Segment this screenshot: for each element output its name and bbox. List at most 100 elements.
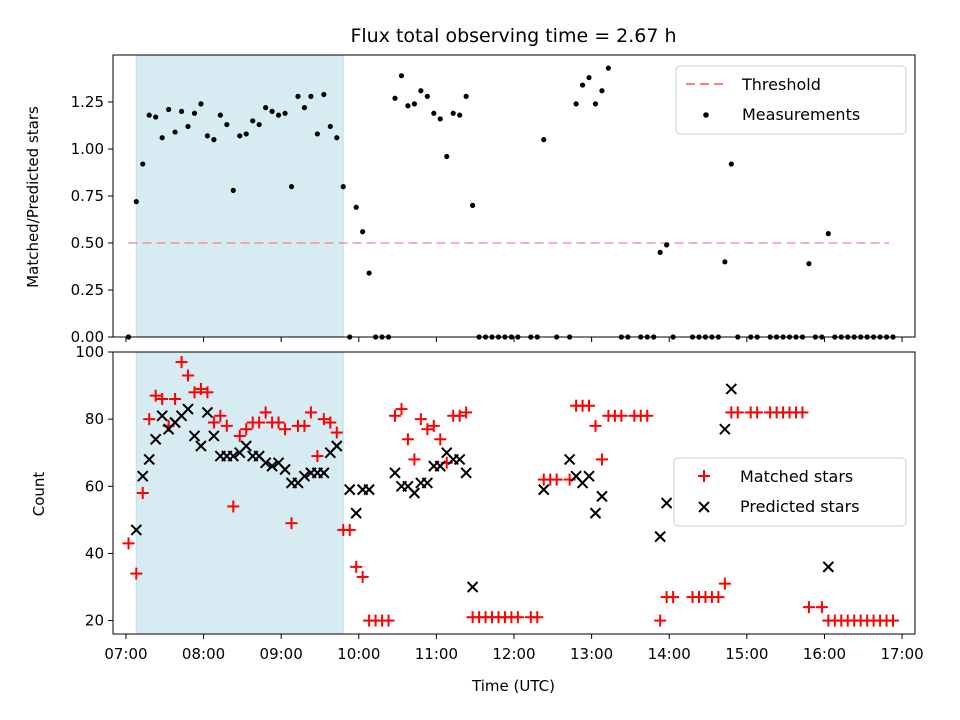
matched-star-marker [401,433,414,446]
measurement-point [185,123,191,130]
matched-star-marker [382,614,395,627]
measurement-point [728,161,734,167]
matched-star-marker [731,406,744,419]
predicted-star-marker [240,440,252,452]
matched-star-marker [324,416,337,429]
highlight-span [135,351,344,635]
measurement-point [178,108,185,114]
matched-star-marker [311,450,324,463]
measurement-point [398,73,405,79]
matched-star-marker [460,406,473,419]
matched-star-marker [427,419,440,432]
predicted-star-marker [434,460,446,472]
matched-star-marker [887,614,900,627]
y-tick-label: 60 [85,477,104,495]
matched-star-marker [233,429,246,442]
y-tick-label: 40 [85,544,104,562]
matched-star-marker [589,419,602,432]
predicted-star-marker [298,470,311,482]
y-axis-ticks: 0.00 0.25 0.50 0.75 1.00 1.25 [71,93,113,346]
matched-star-marker [122,537,135,550]
predicted-star-marker [130,524,142,536]
matched-star-marker [654,614,667,627]
matched-star-marker [641,409,654,422]
measurement-point [269,108,275,114]
measurement-point [450,110,456,116]
predicted-star-marker [589,507,602,519]
predicted-star-marker [195,440,207,452]
legend-matched-swatch [698,470,710,482]
measurement-point [288,184,295,190]
x-tick-label: 17:00 [880,645,923,663]
legend-matched-label: Matched stars [740,467,853,486]
measurement-point [360,229,366,235]
matched-star-marker [343,523,356,536]
y-tick-label: 1.25 [71,93,104,111]
legend-measurements-label: Measurements [742,105,860,124]
predicted-star-marker [331,440,343,452]
measurement-point [599,88,605,94]
measurement-point [275,112,282,118]
x-tick-label: 08:00 [182,645,225,663]
measurement-point [573,101,579,107]
matched-star-marker [395,403,408,416]
predicted-star-marker [466,581,479,593]
legend: Threshold Measurements [675,65,907,135]
measurement-point [366,270,372,276]
measurement-point [353,204,359,210]
matched-star-marker [240,423,253,436]
matched-star-marker [279,423,292,436]
measurement-point [444,153,450,160]
measurement-point [146,112,152,118]
matched-star-marker [304,406,317,419]
matched-star-marker [421,423,434,436]
matched-star-marker [201,386,214,399]
x-tick-label: 14:00 [648,645,691,663]
legend-threshold-label: Threshold [741,75,821,94]
predicted-star-marker [363,483,375,496]
matched-star-marker [143,413,156,426]
measurement-point [308,93,314,99]
matched-star-marker [434,433,447,446]
measurement-point [664,242,670,248]
measurement-point [263,105,269,111]
measurement-point [191,110,198,116]
measurement-point [140,161,146,167]
legend-box [675,65,907,135]
y-tick-label: 0.50 [71,234,104,252]
matched-star-marker [175,356,188,369]
bottom-panel: 20 40 60 80 100 07:00 08:00 09:00 10:00 11:00 12:… [30,343,924,695]
matched-star-marker [272,416,285,429]
x-tick-label: 10:00 [337,645,380,663]
legend-predicted-swatch [698,501,710,513]
predicted-star-marker [266,460,278,472]
y-tick-label: 100 [75,343,104,361]
measurement-point [133,199,139,205]
matched-star-marker [188,386,201,399]
measurement-point [431,110,437,116]
measurement-point [211,137,217,143]
matched-star-marker [408,453,421,466]
x-axis-label: Time (UTC) [471,677,555,695]
measurement-point [579,82,586,88]
measurement-point [457,112,463,118]
chart-title: Flux total observing time = 2.67 h [350,25,676,47]
predicted-star-marker [453,453,466,466]
matched-star-marker [214,409,227,422]
measurement-point [541,137,547,143]
measurement-point [605,65,612,71]
measurement-point [470,202,476,208]
matched-star-marker [453,409,466,422]
measurement-point [437,116,443,122]
y-tick-label: 0.25 [71,281,104,299]
measurement-point [166,106,172,113]
matched-star-marker [227,500,240,513]
matched-star-marker [350,560,363,573]
highlight-span [135,54,344,338]
predicted-star-marker [149,433,162,445]
matched-star-marker [259,406,272,419]
matched-star-marker [330,426,343,439]
measurement-point [204,133,211,139]
matched-star-marker [136,487,149,499]
y-tick-label: 20 [85,612,104,630]
